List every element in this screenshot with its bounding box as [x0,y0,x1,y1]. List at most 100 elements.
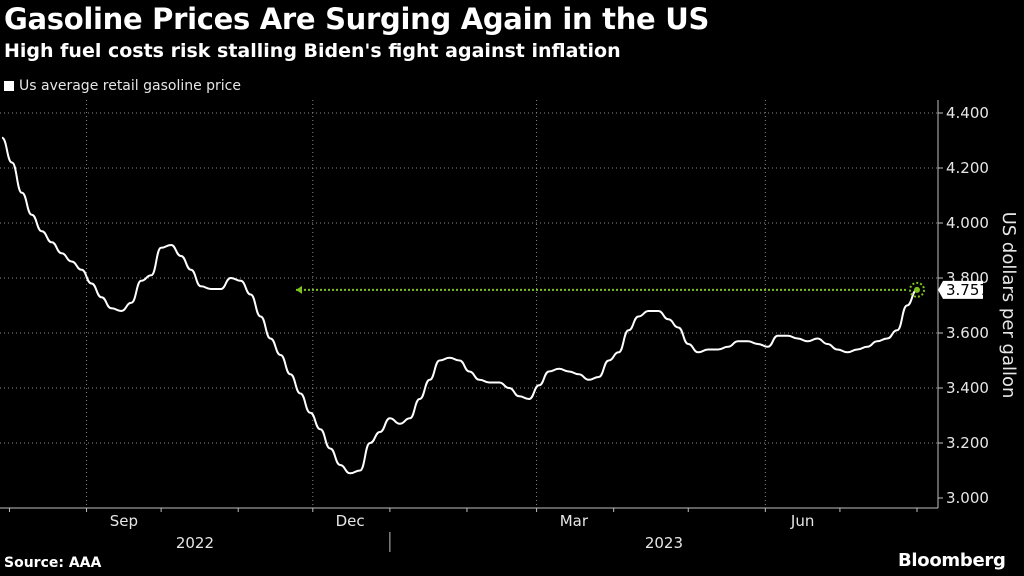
data-point [309,412,311,414]
data-point [140,280,142,282]
data-point [767,346,769,348]
data-point [359,470,361,472]
data-point [289,373,291,375]
data-point [319,428,321,430]
y-tick-label: 4.000 [946,214,989,232]
data-point [628,329,630,331]
value-callout-box [938,280,983,299]
data-point [856,349,858,351]
y-tick-label: 3.200 [946,434,989,452]
data-point [399,423,401,425]
legend: Us average retail gasoline price [4,78,241,94]
data-point [697,351,699,353]
y-tick-label: 4.200 [946,159,989,177]
data-point [648,310,650,312]
data-point [180,255,182,257]
y-tick-label: 3.600 [946,324,989,342]
series-line [1,136,918,475]
data-point [220,288,222,290]
data-point [439,360,441,362]
data-point [548,371,550,373]
data-point [508,387,510,389]
data-point [369,442,371,444]
data-point [409,417,411,419]
legend-label: Us average retail gasoline price [19,78,241,94]
data-point [757,343,759,345]
data-point [419,398,421,400]
data-point [717,349,719,351]
data-point [1,137,3,139]
data-point [190,269,192,271]
data-point [150,274,152,276]
data-point [807,340,809,342]
data-point [170,244,172,246]
data-point [11,162,13,164]
data-point [558,368,560,370]
data-point [608,360,610,362]
data-point [797,338,799,340]
y-tick-label: 3.400 [946,379,989,397]
data-point [379,431,381,433]
data-point [578,373,580,375]
y-axis-title: US dollars per gallon [998,212,1019,399]
legend-swatch-icon [4,81,14,91]
data-point [568,371,570,373]
data-point [349,472,351,474]
data-point [81,269,83,271]
data-point [498,382,500,384]
data-point [598,376,600,378]
data-point [906,305,908,307]
data-point [707,349,709,351]
data-point [528,398,530,400]
data-point [667,318,669,320]
data-point [160,247,162,249]
bloomberg-logo: Bloomberg [898,550,1006,571]
data-point [250,294,252,296]
x-tick-label: Mar [560,512,589,530]
data-point [866,346,868,348]
data-point [101,296,103,298]
data-point [787,335,789,337]
data-point [588,379,590,381]
data-point [230,277,232,279]
data-point [329,448,331,450]
x-tick-label: Sep [110,512,138,530]
data-point [886,338,888,340]
data-point [846,351,848,353]
value-callout-label: 3.757 [946,281,989,299]
chart-subtitle: High fuel costs risk stalling Biden's fi… [4,40,621,62]
data-point [280,354,282,356]
data-point [478,379,480,381]
data-point [657,310,659,312]
data-point [727,346,729,348]
data-point [210,288,212,290]
x-tick-label: Jun [790,512,814,530]
data-point [687,343,689,345]
data-point [459,360,461,362]
year-label: 2023 [645,534,683,552]
grid-lines [0,100,938,508]
data-point [677,327,679,329]
data-point [638,316,640,318]
data-point [618,351,620,353]
data-point [747,340,749,342]
latest-point-marker [909,281,925,298]
data-point [260,316,262,318]
data-point [468,371,470,373]
data-point [31,214,33,216]
data-point [51,241,53,243]
data-point [488,382,490,384]
latest-point-dot [914,286,920,293]
data-point [200,285,202,287]
data-point [270,338,272,340]
data-point [91,283,93,285]
source-note: Source: AAA [4,555,102,571]
data-point [876,340,878,342]
data-point [896,329,898,331]
data-point [41,230,43,232]
y-tick-label: 3.000 [946,489,989,507]
data-point [518,395,520,397]
arrow-left-icon [296,285,302,294]
data-point [737,340,739,342]
